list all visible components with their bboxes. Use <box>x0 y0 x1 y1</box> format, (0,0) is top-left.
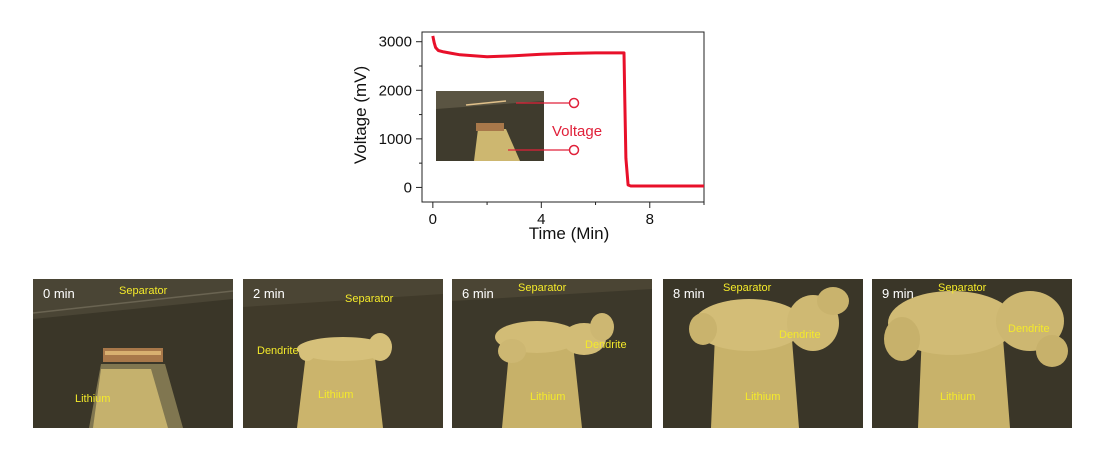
inset-separator-edge <box>465 100 507 106</box>
frame-time-label: 0 min <box>43 286 75 301</box>
dendrite-label: Dendrite <box>257 345 299 357</box>
frame-time-label: 9 min <box>882 286 914 301</box>
frame-8-min-image <box>663 279 863 428</box>
separator-label: Separator <box>938 282 987 294</box>
inset-leader-marker <box>568 97 580 109</box>
x-tick-label: 8 <box>646 211 654 228</box>
x-axis-label: Time (Min) <box>529 224 610 243</box>
frame-time-label: 6 min <box>462 286 494 301</box>
lithium-label: Lithium <box>75 393 111 405</box>
frame-8-min: 8 min Separator Dendrite Lithium <box>663 279 863 428</box>
frame-9-min: 9 min Separator Dendrite Lithium <box>872 279 1072 428</box>
dendrite-growth-frames: 0 min Separator Lithium 2 min Separator … <box>33 279 1073 428</box>
dendrite-label: Dendrite <box>1008 323 1050 335</box>
frame-0-min: 0 min Separator Lithium <box>33 279 233 428</box>
separator-label: Separator <box>518 282 567 294</box>
frame-6-min: 6 min Separator Dendrite Lithium <box>452 279 652 428</box>
inset-voltage-label: Voltage <box>552 123 602 140</box>
frame-time-label: 2 min <box>253 286 285 301</box>
x-tick-label: 0 <box>429 211 437 228</box>
voltage-chart-svg: 0 4 8 0 1000 2000 3000 Voltage Time (Min) Volt… <box>351 31 705 243</box>
separator-label: Separator <box>345 293 394 305</box>
frame-time-label: 8 min <box>673 286 705 301</box>
y-tick-label: 3000 <box>379 34 412 51</box>
inset-lithium <box>474 129 520 161</box>
lithium-label: Lithium <box>318 389 354 401</box>
y-tick-label: 0 <box>404 179 412 196</box>
separator-label: Separator <box>119 285 168 297</box>
voltage-chart: 0 4 8 0 1000 2000 3000 Voltage Time (Min) Volt… <box>340 20 720 250</box>
inset-leader-marker <box>568 144 580 156</box>
frame-2-min: 2 min Separator Dendrite Lithium <box>243 279 443 428</box>
dendrite-label: Dendrite <box>585 339 627 351</box>
lithium-label: Lithium <box>745 391 781 403</box>
y-axis-label: Voltage (mV) <box>351 66 370 164</box>
dendrite-label: Dendrite <box>779 329 821 341</box>
y-tick-label: 1000 <box>379 131 412 148</box>
frame-2-min-image <box>243 279 443 428</box>
lithium-label: Lithium <box>940 391 976 403</box>
inset-electrode-tab <box>476 123 504 131</box>
lithium-label: Lithium <box>530 391 566 403</box>
separator-label: Separator <box>723 282 772 294</box>
frame-6-min-image <box>452 279 652 428</box>
inset-separator <box>436 91 544 109</box>
y-tick-label: 2000 <box>379 82 412 99</box>
x-tick-label: 4 <box>537 211 545 228</box>
series-line-voltage <box>431 35 704 188</box>
plot-frame <box>421 31 705 203</box>
frame-0-min-image <box>33 279 233 428</box>
frame-9-min-image <box>872 279 1072 428</box>
